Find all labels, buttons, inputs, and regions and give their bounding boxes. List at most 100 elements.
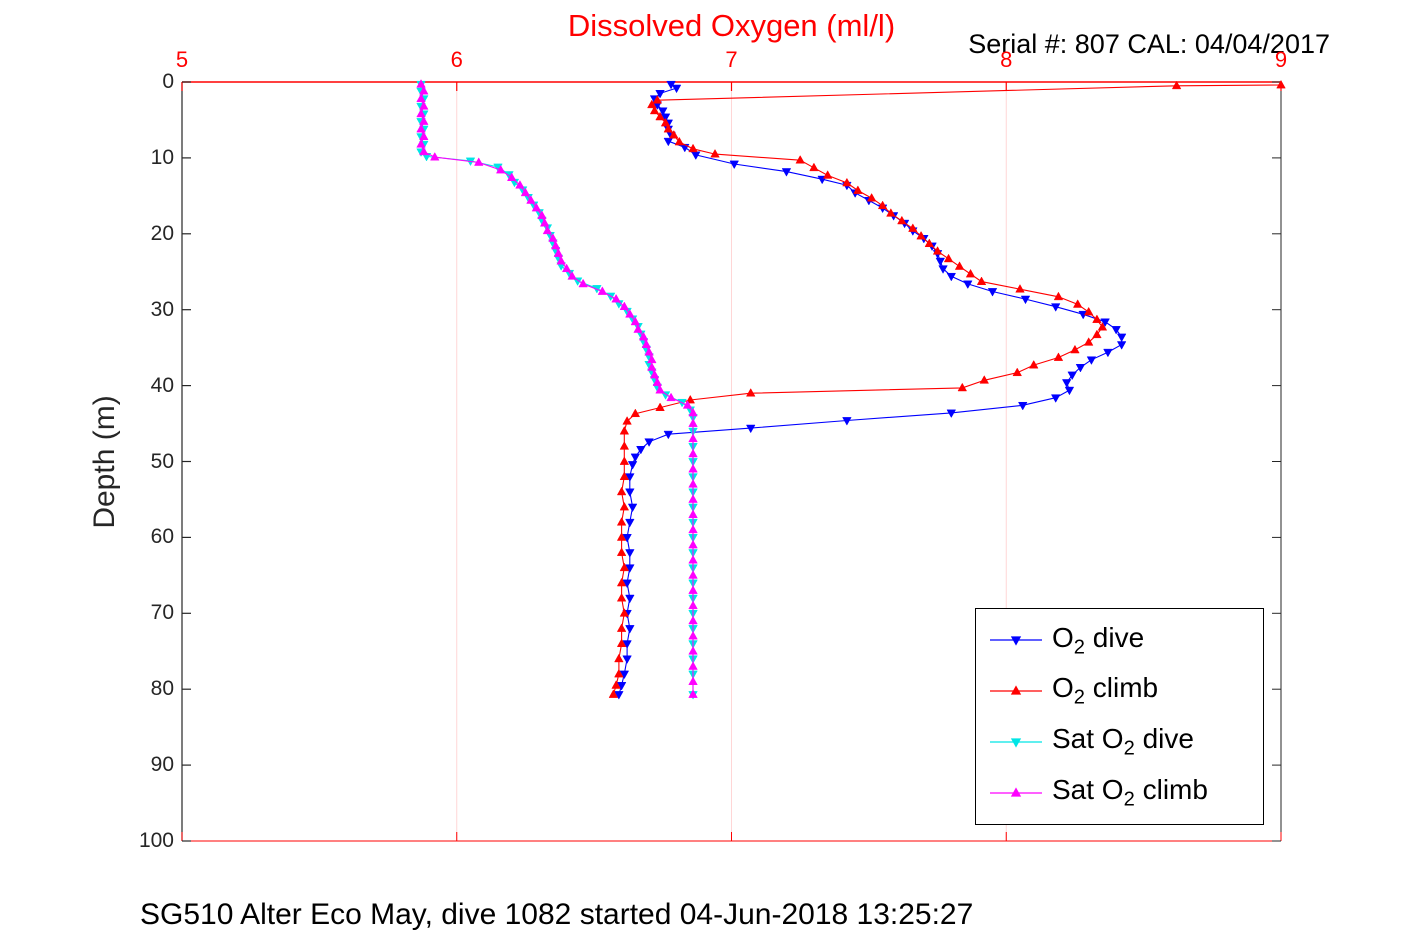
data-point-marker: [622, 534, 632, 543]
legend-swatch-sat-o2-dive: [990, 738, 1042, 748]
data-point-marker: [561, 263, 572, 273]
y-tick-label: 60: [150, 525, 174, 549]
data-point-marker: [842, 417, 852, 426]
data-point-marker: [688, 570, 698, 579]
data-point-marker: [688, 615, 698, 625]
data-point-marker: [625, 594, 635, 604]
series-markers-o2-dive: [614, 80, 1127, 700]
data-point-marker: [611, 680, 621, 689]
data-point-marker: [419, 116, 429, 125]
data-point-marker: [781, 168, 792, 177]
data-point-marker: [746, 388, 756, 397]
data-point-marker: [710, 148, 720, 158]
legend-marker-sample: [1010, 636, 1022, 647]
data-point-marker: [625, 473, 635, 482]
data-point-marker: [938, 265, 948, 274]
data-point-marker: [688, 661, 698, 670]
legend-box: O2 dive O2 climb Sat O2 dive Sat O2 clim…: [975, 608, 1264, 825]
data-point-marker: [506, 172, 517, 181]
data-point-marker: [935, 257, 946, 267]
data-point-marker: [619, 670, 630, 680]
data-point-marker: [1070, 344, 1080, 354]
data-point-marker: [688, 143, 698, 153]
data-point-marker: [1012, 367, 1022, 377]
data-point-marker: [633, 324, 643, 333]
data-point-marker: [622, 416, 632, 425]
data-point-marker: [866, 193, 877, 202]
data-point-marker: [616, 682, 627, 691]
data-point-marker: [416, 123, 426, 133]
x-tick-label: 8: [1000, 47, 1013, 72]
data-point-marker: [688, 509, 698, 518]
series-line-o2-climb: [612, 84, 1282, 695]
data-point-marker: [671, 84, 682, 94]
data-point-marker: [616, 623, 627, 632]
data-point-marker: [688, 463, 698, 473]
data-point-marker: [1064, 386, 1075, 396]
data-point-marker: [619, 426, 630, 435]
data-point-marker: [1103, 348, 1113, 358]
data-point-marker: [625, 309, 635, 318]
y-tick-label: 40: [150, 373, 174, 397]
data-point-marker: [663, 430, 674, 440]
y-tick-label: 20: [150, 221, 174, 245]
data-point-marker: [515, 180, 525, 189]
data-point-marker: [578, 278, 588, 288]
data-point-marker: [965, 268, 976, 278]
y-tick-label: 10: [150, 145, 174, 169]
legend-item-sat-o2-climb: Sat O2 climb: [976, 774, 1263, 812]
data-point-marker: [886, 208, 896, 217]
data-point-marker: [655, 111, 665, 121]
data-point-marker: [1276, 79, 1286, 89]
legend-label-sat-o2-climb: Sat O2 climb: [1052, 773, 1208, 811]
data-point-marker: [614, 653, 624, 663]
series-line-sat-o2-climb: [420, 84, 694, 695]
data-point-marker: [688, 539, 698, 549]
legend-item-o2-climb: O2 climb: [976, 672, 1263, 710]
legend-swatch-o2-climb: [990, 685, 1042, 695]
legend-label-sat-o2-dive: Sat O2 dive: [1052, 723, 1194, 760]
data-point-marker: [660, 117, 671, 127]
x-tick-label: 5: [175, 47, 189, 72]
data-point-marker: [1100, 318, 1110, 327]
data-point-marker: [619, 501, 630, 511]
data-point-marker: [625, 625, 635, 634]
data-point-marker: [1075, 364, 1086, 373]
data-point-marker: [567, 271, 577, 280]
data-point-marker: [616, 486, 627, 496]
data-point-marker: [644, 347, 654, 356]
data-point-marker: [619, 608, 630, 617]
data-point-marker: [1020, 295, 1031, 305]
data-point-marker: [842, 177, 852, 187]
data-point-marker: [537, 210, 547, 219]
data-point-marker: [616, 532, 627, 541]
data-point-marker: [616, 577, 627, 587]
data-point-marker: [641, 339, 652, 348]
data-point-marker: [647, 362, 657, 371]
y-tick-label: 100: [138, 829, 174, 852]
data-point-marker: [663, 123, 674, 133]
legend-item-sat-o2-dive: Sat O2 dive: [976, 723, 1263, 761]
data-point-marker: [688, 524, 698, 534]
data-point-marker: [616, 638, 627, 648]
data-point-marker: [630, 316, 641, 326]
data-point-marker: [1053, 291, 1064, 301]
data-point-marker: [652, 95, 663, 104]
data-point-marker: [495, 164, 506, 174]
data-point-marker: [616, 593, 627, 602]
data-point-marker: [619, 301, 630, 311]
series-markers-sat-o2-dive: [416, 80, 698, 700]
data-point-marker: [655, 385, 665, 394]
legend-item-o2-dive: O2 dive: [976, 622, 1263, 660]
data-point-marker: [550, 240, 561, 250]
data-point-marker: [1061, 379, 1072, 388]
data-point-marker: [1083, 337, 1094, 346]
data-point-marker: [1116, 333, 1127, 343]
legend-marker-sample: [1010, 786, 1022, 797]
x-tick-label: 9: [1274, 47, 1288, 72]
data-point-marker: [553, 248, 564, 257]
data-point-marker: [622, 640, 632, 649]
data-point-marker: [685, 394, 696, 404]
data-point-marker: [943, 253, 954, 263]
